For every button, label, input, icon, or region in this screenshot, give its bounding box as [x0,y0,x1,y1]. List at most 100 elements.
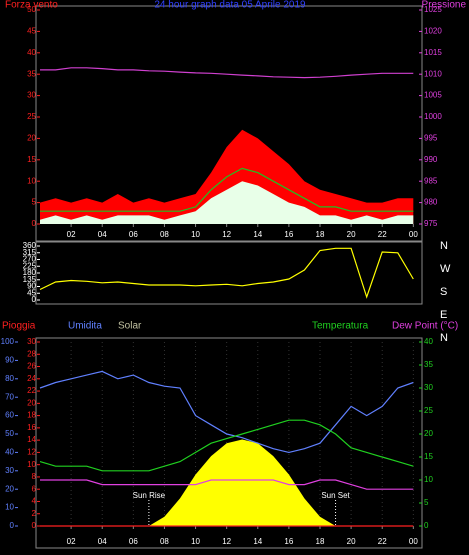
y-tick-label: 225 [23,261,37,270]
series-area [40,439,414,526]
x-tick-label: 16 [284,230,293,239]
y-tick-label: 180 [23,268,37,277]
plot-frame [35,5,423,242]
y-tick-label: 25 [27,112,36,121]
direction-label: S [440,286,447,298]
y2-tick-label: 1000 [424,112,442,121]
y-tick-label: 70 [5,392,14,401]
y3-tick-label: 30 [27,337,36,346]
y-tick-label: 20 [5,484,14,493]
y2-tick-label: 0 [424,521,429,530]
y3-tick-label: 14 [27,435,36,444]
y-tick-label: 315 [23,248,37,257]
x-tick-label: 12 [222,230,231,239]
x-tick-label: 12 [222,537,231,546]
series-area [40,181,414,224]
series-line [40,67,414,79]
x-tick-label: 16 [284,537,293,546]
y-tick-label: 360 [23,241,37,250]
x-tick-label: 00 [409,537,418,546]
y-tick-label: 20 [27,134,36,143]
legend-entry: Umidita [68,321,102,332]
y-tick-label: 40 [5,448,14,457]
y2-tick-label: 15 [424,452,433,461]
y-tick-label: 45 [27,27,36,36]
y2-tick-label: 25 [424,406,433,415]
y3-tick-label: 8 [32,472,37,481]
direction-label: W [440,263,451,275]
y3-tick-label: 6 [32,484,37,493]
legend-entry: Temperatura [312,321,369,332]
y-tick-label: 0 [32,295,37,304]
legend-entry: Solar [118,321,142,332]
y2-axis-label: Pressione [422,0,467,11]
y2-tick-label: 1020 [424,27,442,36]
x-tick-label: 14 [253,537,262,546]
y-tick-label: 135 [23,275,37,284]
x-tick-label: 22 [378,230,387,239]
y-axis-label: Forza vento [5,0,58,11]
y2-tick-label: 1025 [424,5,442,14]
y3-tick-label: 0 [32,521,37,530]
x-tick-label: 04 [98,230,107,239]
series-line [40,167,414,212]
y3-tick-label: 16 [27,423,36,432]
x-tick-label: 04 [98,537,107,546]
y2-tick-label: 975 [424,219,438,228]
y2-tick-label: 35 [424,360,433,369]
y-tick-label: 90 [5,356,14,365]
annotation: Sun Rise [133,491,166,500]
direction-label: N [440,332,448,344]
y-tick-label: 60 [5,411,14,420]
y2-tick-label: 10 [424,475,433,484]
y2-tick-label: 990 [424,155,438,164]
y-tick-label: 100 [1,337,15,346]
plot-frame [35,241,423,305]
x-tick-label: 10 [191,537,200,546]
y3-tick-label: 28 [27,349,36,358]
legend-entry: Dew Point (°C) [392,321,458,332]
y2-tick-label: 40 [424,337,433,346]
y3-tick-label: 20 [27,398,36,407]
y2-tick-label: 20 [424,429,433,438]
y3-tick-label: 4 [32,497,37,506]
direction-label: N [440,240,448,252]
x-tick-label: 06 [129,230,138,239]
series-line [39,370,414,454]
y2-tick-label: 995 [424,134,438,143]
x-tick-label: 22 [378,537,387,546]
chart-title: 24 hour graph data 05 Aprile 2019 [154,0,306,11]
x-tick-label: 18 [316,230,325,239]
y3-tick-label: 2 [32,509,37,518]
y-tick-label: 45 [27,288,36,297]
x-tick-label: 10 [191,230,200,239]
y3-tick-label: 24 [27,374,36,383]
plot-frame [35,337,423,549]
series-line [39,247,414,299]
y-tick-label: 40 [27,48,36,57]
y-tick-label: 90 [27,282,36,291]
y2-tick-label: 5 [424,498,429,507]
y2-tick-label: 30 [424,383,433,392]
y-tick-label: 50 [5,429,14,438]
y-tick-label: 270 [23,255,37,264]
y-tick-label: 0 [32,219,37,228]
y-tick-label: 30 [5,466,14,475]
y-tick-label: 35 [27,69,36,78]
y-tick-label: 15 [27,155,36,164]
y-tick-label: 10 [27,176,36,185]
y-tick-label: 0 [10,521,15,530]
y2-tick-label: 985 [424,176,438,185]
direction-label: E [440,309,447,321]
x-tick-label: 08 [160,230,169,239]
y2-tick-label: 1005 [424,91,442,100]
x-tick-label: 00 [409,230,418,239]
x-tick-label: 14 [253,230,262,239]
y3-tick-label: 12 [27,448,36,457]
y2-tick-label: 980 [424,198,438,207]
y-tick-label: 80 [5,374,14,383]
legend-entry: Pioggia [2,321,36,332]
x-tick-label: 20 [347,230,356,239]
annotation: Sun Set [321,491,350,500]
y3-tick-label: 10 [27,460,36,469]
